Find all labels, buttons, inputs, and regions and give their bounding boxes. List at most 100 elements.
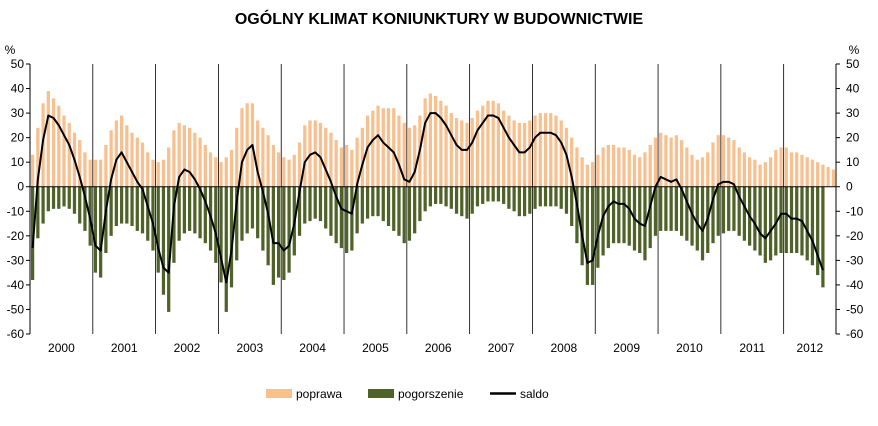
bar-pogorszenie <box>690 186 694 246</box>
bar-pogorszenie <box>219 186 223 283</box>
bar-pogorszenie <box>297 186 302 236</box>
bar-pogorszenie <box>413 186 417 234</box>
bar-poprawa <box>119 115 124 187</box>
bar-poprawa <box>481 105 485 187</box>
bar-pogorszenie <box>648 186 652 249</box>
bar-pogorszenie <box>324 186 328 229</box>
bar-pogorszenie <box>376 186 380 217</box>
y-axis-left-unit: % <box>5 43 16 57</box>
y-tick-label-right: -10 <box>846 204 864 218</box>
bar-poprawa <box>774 149 778 187</box>
legend-swatch-pogorszenie <box>368 389 394 398</box>
bar-poprawa <box>182 125 187 187</box>
bar-pogorszenie <box>622 186 626 244</box>
bar-poprawa <box>538 113 542 187</box>
bar-poprawa <box>376 105 380 187</box>
bar-poprawa <box>632 154 637 187</box>
bar-poprawa <box>104 145 108 187</box>
bar-pogorszenie <box>669 186 673 231</box>
bar-pogorszenie <box>339 186 344 249</box>
bar-pogorszenie <box>355 186 359 234</box>
bar-pogorszenie <box>679 186 684 236</box>
bar-poprawa <box>282 157 286 187</box>
bar-poprawa <box>413 125 417 187</box>
bar-pogorszenie <box>460 186 464 217</box>
x-tick-label-year: 2002 <box>174 341 201 355</box>
bar-pogorszenie <box>753 186 757 251</box>
x-tick-label-year: 2003 <box>236 341 263 355</box>
bar-pogorszenie <box>580 186 584 266</box>
bar-poprawa <box>570 137 574 187</box>
bar-pogorszenie <box>125 186 129 224</box>
bar-poprawa <box>522 122 527 187</box>
bar-pogorszenie <box>193 186 197 234</box>
bar-pogorszenie <box>617 186 621 244</box>
bar-poprawa <box>235 127 239 187</box>
bar-pogorszenie <box>784 186 788 253</box>
bar-poprawa <box>198 137 202 187</box>
bar-poprawa <box>214 157 218 187</box>
bar-poprawa <box>365 115 370 187</box>
y-axis-left: 50 40 30 20 10 0 -10 -20 -30 -40 -50 -60 <box>7 57 30 341</box>
bar-poprawa <box>407 127 412 187</box>
bar-pogorszenie <box>486 186 490 202</box>
bar-poprawa <box>800 154 804 187</box>
bar-poprawa <box>821 164 825 187</box>
y-axis-right-unit: % <box>849 43 860 57</box>
bar-pogorszenie <box>114 186 118 226</box>
bar-pogorszenie <box>695 186 699 251</box>
bar-poprawa <box>78 140 82 187</box>
bar-poprawa <box>308 120 312 187</box>
bar-poprawa <box>177 122 181 187</box>
bar-pogorszenie <box>491 186 495 202</box>
bar-poprawa <box>172 130 176 187</box>
bar-pogorszenie <box>172 186 176 263</box>
bar-pogorszenie <box>554 186 558 207</box>
bar-poprawa <box>423 98 427 187</box>
bar-poprawa <box>742 152 747 187</box>
bar-poprawa <box>83 152 87 187</box>
bar-poprawa <box>240 108 244 187</box>
bar-poprawa <box>167 147 171 187</box>
x-tick-label-year: 2001 <box>111 341 138 355</box>
bar-pogorszenie <box>386 186 391 226</box>
bar-poprawa <box>146 152 150 187</box>
bar-pogorszenie <box>444 186 448 207</box>
y-tick-label-right: 30 <box>846 106 860 120</box>
bar-pogorszenie <box>156 186 160 273</box>
bar-poprawa <box>737 147 741 187</box>
bar-pogorszenie <box>78 186 82 224</box>
bar-poprawa <box>763 162 767 187</box>
bar-poprawa <box>67 122 71 187</box>
bar-pogorszenie <box>381 186 385 222</box>
bar-poprawa <box>397 115 401 187</box>
bar-poprawa <box>533 115 537 187</box>
bar-pogorszenie <box>329 186 333 236</box>
bar-pogorszenie <box>83 186 87 231</box>
bar-poprawa <box>470 118 474 187</box>
bar-poprawa <box>130 132 134 187</box>
bar-poprawa <box>611 145 616 187</box>
bar-pogorszenie <box>371 186 375 217</box>
bar-poprawa <box>151 159 155 187</box>
bar-pogorszenie <box>41 186 45 224</box>
bar-poprawa <box>779 147 783 187</box>
bar-poprawa <box>161 159 166 187</box>
bar-poprawa <box>664 135 668 187</box>
bar-pogorszenie <box>433 186 438 204</box>
bar-poprawa <box>297 142 302 187</box>
bar-pogorszenie <box>198 186 202 239</box>
bar-pogorszenie <box>732 186 736 231</box>
bar-pogorszenie <box>789 186 794 253</box>
bar-pogorszenie <box>334 186 338 244</box>
bar-poprawa <box>465 122 469 187</box>
bar-poprawa <box>669 137 673 187</box>
y-tick-label-left: 0 <box>17 180 24 194</box>
y-tick-label-right: 10 <box>846 155 860 169</box>
bar-pogorszenie <box>99 186 103 278</box>
bar-poprawa <box>768 157 773 187</box>
bar-poprawa <box>30 154 35 187</box>
bar-poprawa <box>596 154 600 187</box>
bar-pogorszenie <box>585 186 590 285</box>
bar-poprawa <box>381 108 385 187</box>
